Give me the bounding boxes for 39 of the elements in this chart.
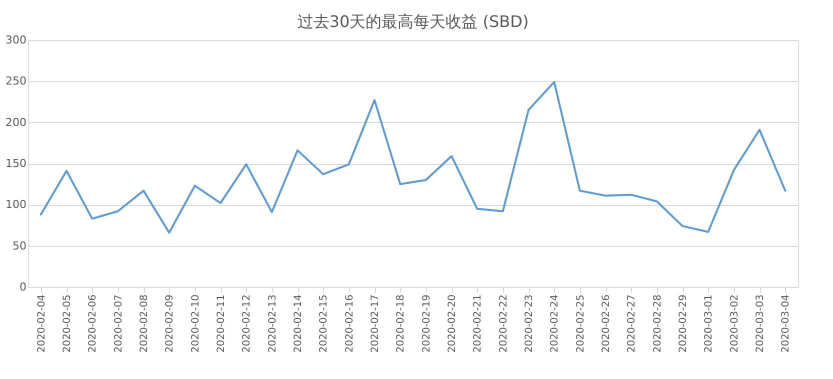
x-tick-label: 2020-02-19 (421, 294, 432, 353)
x-tick-label: 2020-02-23 (524, 294, 535, 353)
x-tick-label: 2020-03-04 (780, 294, 792, 353)
x-tick-label: 2020-02-10 (190, 294, 202, 353)
x-tick-label: 2020-02-18 (396, 294, 407, 353)
x-tick-label: 2020-02-09 (164, 294, 176, 353)
x-tick-label: 2020-02-06 (88, 294, 99, 353)
x-tick-label: 2020-02-20 (447, 294, 458, 353)
x-tick-label: 2020-02-22 (498, 294, 510, 353)
x-tick-label: 2020-02-28 (652, 294, 664, 353)
x-tick-label: 2020-02-27 (626, 294, 638, 353)
x-tick-label: 2020-02-17 (370, 294, 381, 353)
x-tick-label: 2020-02-07 (113, 294, 124, 353)
x-tick-label: 2020-03-02 (729, 294, 740, 353)
x-tick-label: 2020-03-03 (755, 294, 766, 353)
x-tick-label: 2020-02-14 (293, 294, 304, 353)
x-tick-label: 2020-02-05 (62, 294, 73, 353)
line-series (40, 80, 786, 234)
x-tick-label: 2020-02-12 (242, 294, 253, 353)
x-tick-label: 2020-02-29 (678, 294, 689, 353)
x-tick-label: 2020-02-04 (36, 294, 48, 353)
x-tick-label: 2020-02-26 (601, 294, 612, 353)
y-tick-label: 200 (6, 116, 26, 129)
y-tick-label: 0 (20, 280, 26, 294)
x-tick-label: 2020-02-25 (575, 294, 586, 353)
x-tick-label: 2020-02-13 (267, 294, 278, 353)
x-tick-label: 2020-02-08 (139, 294, 150, 353)
y-tick-label: 150 (6, 157, 26, 170)
x-tick-label: 2020-02-15 (318, 294, 330, 353)
chart-title: 过去30天的最高每天收益 (SBD) (297, 12, 529, 31)
x-tick-label: 2020-02-16 (344, 294, 356, 353)
y-tick-label: 250 (6, 74, 26, 88)
x-tick-label: 2020-02-11 (216, 294, 227, 353)
y-tick-label: 300 (6, 34, 26, 46)
x-tick-label: 2020-03-01 (704, 294, 715, 353)
x-tick-label: 2020-02-21 (472, 294, 484, 353)
x-tick-label: 2020-02-24 (550, 294, 561, 353)
y-tick-label: 100 (6, 198, 26, 212)
y-tick-label: 50 (12, 239, 26, 252)
